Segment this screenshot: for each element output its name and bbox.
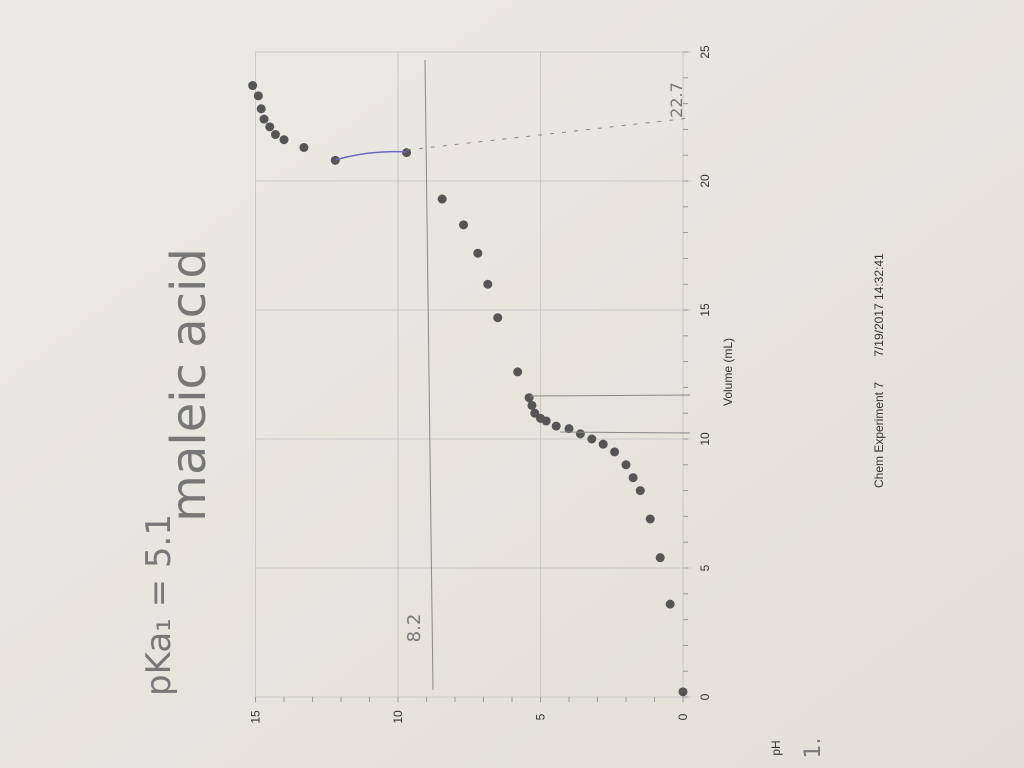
y-tick-label: 0 <box>676 713 690 720</box>
data-point <box>645 514 655 524</box>
data-point <box>483 279 493 289</box>
handwritten-title: maleic acid <box>161 248 217 522</box>
footer-timestamp: 7/19/2017 14:32:41 <box>872 253 886 357</box>
data-point <box>621 460 631 470</box>
y-tick-label: 15 <box>249 710 263 724</box>
data-point <box>265 122 275 132</box>
data-point <box>459 220 469 230</box>
data-point <box>635 486 645 496</box>
data-point <box>527 400 537 410</box>
data-point <box>493 313 503 323</box>
data-point <box>473 248 483 258</box>
x-tick-label: 10 <box>698 432 712 446</box>
x-tick-label: 20 <box>698 174 712 188</box>
data-point <box>248 81 258 91</box>
data-point <box>610 447 620 457</box>
data-point <box>256 104 266 114</box>
pencil-lines <box>334 59 691 691</box>
data-point <box>524 393 534 403</box>
data-point <box>564 424 574 434</box>
x-tick-label: 5 <box>698 564 712 571</box>
handwritten-22-7: 22.7 <box>667 82 686 118</box>
axes: 0 5 10 15 20 25 0 5 10 15 <box>249 45 713 724</box>
data-point <box>536 413 545 423</box>
data-point <box>598 439 608 449</box>
data-point <box>270 130 280 140</box>
grid <box>255 51 691 703</box>
data-point <box>259 114 269 124</box>
x-axis-label: Volume (mL) <box>721 338 735 406</box>
x-tick-label: 25 <box>698 45 712 59</box>
data-point <box>655 553 665 563</box>
data-point <box>530 408 540 418</box>
y-tick-label: 5 <box>534 713 548 720</box>
data-point <box>513 367 523 377</box>
data-point <box>253 91 263 101</box>
x-tick-label: 15 <box>698 303 712 317</box>
data-points <box>248 81 688 697</box>
handwritten-pka: pKa₁ = 5.1 <box>139 514 179 696</box>
data-point <box>678 687 688 697</box>
data-point <box>587 434 597 444</box>
handwritten-mark: 1. <box>801 738 826 759</box>
data-point <box>299 142 309 152</box>
footer-experiment: Chem Experiment 7 <box>872 382 886 488</box>
data-point <box>437 194 447 204</box>
data-point <box>279 135 289 145</box>
data-point <box>665 599 675 609</box>
handwritten-8-2: 8.2 <box>404 614 425 643</box>
x-tick-label: 0 <box>698 693 712 700</box>
y-axis-label: pH <box>769 740 783 755</box>
data-point <box>551 421 561 431</box>
data-point <box>628 473 638 483</box>
y-tick-label: 10 <box>391 710 405 724</box>
data-point <box>575 429 585 439</box>
